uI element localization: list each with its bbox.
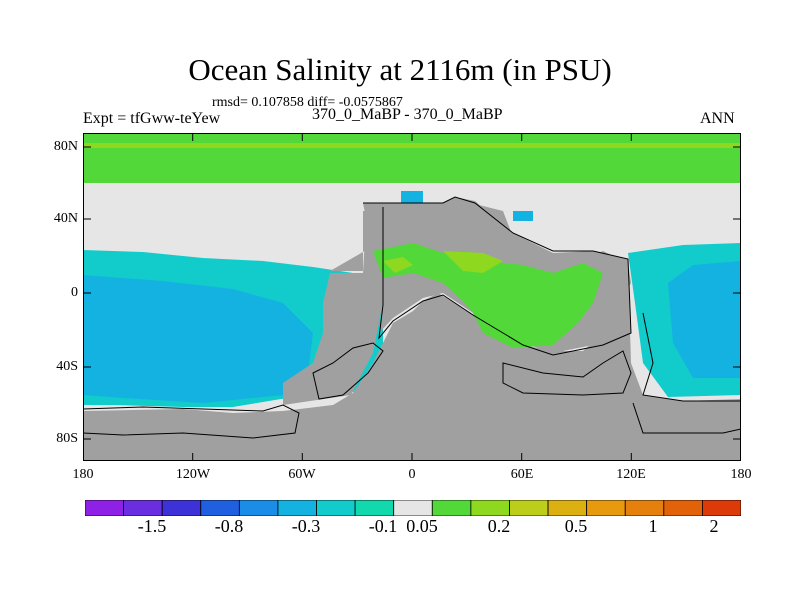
stats-text: rmsd= 0.107858 diff= -0.0575867 xyxy=(212,95,403,110)
colorbar xyxy=(85,500,741,516)
experiment-label: Expt = tfGww-teYew xyxy=(83,110,221,127)
plot-title: Ocean Salinity at 2116m (in PSU) xyxy=(188,52,612,87)
colorbar-swatch xyxy=(85,500,124,516)
colorbar-swatch xyxy=(470,500,510,516)
colorbar-label-2: -0.8 xyxy=(214,516,244,536)
colorbar-swatch xyxy=(200,500,240,516)
colorbar-label-4: -0.1 xyxy=(368,516,398,536)
colorbar-label-6: 0.2 xyxy=(487,516,511,536)
colorbar-swatch xyxy=(316,500,356,516)
colorbar-swatch xyxy=(238,500,279,516)
colorbar-label-7: 0.5 xyxy=(564,516,588,536)
colorbar-swatch xyxy=(277,500,317,516)
colorbar-label-8: 1 xyxy=(648,516,658,536)
lon-label-60e: 60E xyxy=(510,467,534,482)
cases-label: 370_0_MaBP - 370_0_MaBP xyxy=(312,106,503,123)
coastline-5 xyxy=(502,350,632,396)
colorbar-swatch xyxy=(586,500,626,516)
map-ticks xyxy=(83,133,741,461)
colorbar-swatch xyxy=(663,500,703,516)
lon-label-180w: 180 xyxy=(72,467,94,482)
season-label: ANN xyxy=(700,110,735,127)
lat-label-40s: 40S xyxy=(56,359,78,374)
colorbar-label-5: 0.05 xyxy=(406,516,438,536)
north-negative-patch xyxy=(401,191,423,203)
colorbar-swatch xyxy=(393,500,433,516)
lat-label-80s: 80S xyxy=(56,431,78,446)
lon-label-60w: 60W xyxy=(288,467,316,482)
lon-label-180e: 180 xyxy=(730,467,752,482)
lon-label-0: 0 xyxy=(408,467,416,482)
lat-label-0: 0 xyxy=(71,285,78,300)
colorbar-swatch xyxy=(123,500,163,516)
colorbar-label-1: -1.5 xyxy=(137,516,167,536)
salinity-map xyxy=(83,133,741,461)
north-negative-patch-2 xyxy=(513,211,533,221)
east-pacific-deeper xyxy=(668,261,741,378)
colorbar-label-9: 2 xyxy=(709,516,719,536)
tethys-strong xyxy=(443,251,503,273)
colorbar-swatch xyxy=(702,500,741,516)
land-americas xyxy=(283,203,383,405)
coastline-2 xyxy=(83,404,300,439)
lat-label-80n: 80N xyxy=(53,139,78,154)
tethys-strong-2 xyxy=(383,257,413,273)
arctic-strong-strip xyxy=(83,143,741,148)
colorbar-swatch xyxy=(354,500,395,516)
tethys-positive xyxy=(373,243,603,348)
coastline-4 xyxy=(312,342,384,400)
colorbar-swatch xyxy=(431,500,472,516)
coastline-1 xyxy=(363,196,632,356)
coastline-3 xyxy=(632,312,741,434)
colorbar-label-3: -0.3 xyxy=(291,516,321,536)
lon-label-120e: 120E xyxy=(616,467,646,482)
colorbar-swatch xyxy=(509,500,549,516)
west-pacific-deeper xyxy=(83,275,313,403)
lon-label-120w: 120W xyxy=(175,467,211,482)
colorbar-swatch xyxy=(161,500,202,516)
colorbar-swatch xyxy=(624,500,665,516)
colorbar-swatch xyxy=(547,500,588,516)
lat-label-40n: 40N xyxy=(53,211,78,226)
arctic-positive-band xyxy=(83,133,741,183)
